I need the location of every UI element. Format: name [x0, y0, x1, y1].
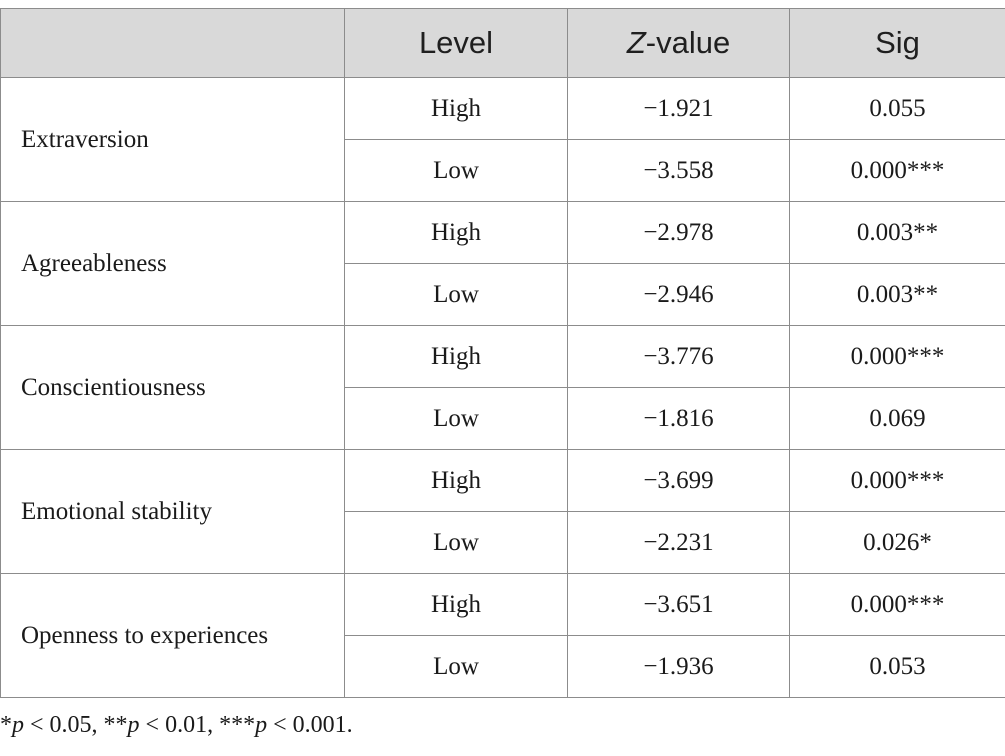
level-cell: Low: [344, 511, 568, 574]
sig-cell: 0.000***: [789, 139, 1005, 202]
sig-cell: 0.000***: [789, 449, 1005, 512]
level-cell: Low: [344, 139, 568, 202]
level-cell: High: [344, 77, 568, 140]
z-value-cell: −2.946: [567, 263, 790, 326]
sig-cell: 0.003**: [789, 201, 1005, 264]
level-cell: High: [344, 449, 568, 512]
header-level: Level: [344, 8, 568, 78]
level-cell: Low: [344, 263, 568, 326]
sig-cell: 0.055: [789, 77, 1005, 140]
trait-cell: Emotional stability: [0, 449, 345, 574]
level-cell: High: [344, 201, 568, 264]
header-trait: [0, 8, 345, 78]
level-cell: High: [344, 573, 568, 636]
sig-cell: 0.053: [789, 635, 1005, 698]
z-value-cell: −1.816: [567, 387, 790, 450]
z-value-cell: −2.978: [567, 201, 790, 264]
table-row: Emotional stability High −3.699 0.000***: [0, 449, 1005, 574]
table-row: Low −1.936 0.053: [1, 635, 1005, 698]
table-row: Extraversion High −1.921 0.055: [0, 77, 1005, 202]
header-sig: Sig: [789, 8, 1005, 78]
z-value-cell: −1.936: [567, 635, 790, 698]
z-value-cell: −1.921: [567, 77, 790, 140]
table-row: Conscientiousness High −3.776 0.000***: [0, 325, 1005, 450]
z-value-cell: −3.651: [567, 573, 790, 636]
table-row: Low −2.231 0.026*: [1, 511, 1005, 574]
z-value-cell: −3.558: [567, 139, 790, 202]
header-row: Level Z-value Sig: [0, 8, 1005, 78]
results-table: Level Z-value Sig Extraversion High −1.9…: [0, 8, 1005, 698]
trait-cell: Extraversion: [0, 77, 345, 202]
table-row: Low −3.558 0.000***: [1, 139, 1005, 202]
sig-cell: 0.069: [789, 387, 1005, 450]
level-cell: High: [344, 325, 568, 388]
trait-cell: Openness to experiences: [0, 573, 345, 698]
z-value-cell: −2.231: [567, 511, 790, 574]
table-row: Agreeableness High −2.978 0.003**: [0, 201, 1005, 326]
sig-cell: 0.003**: [789, 263, 1005, 326]
sig-cell: 0.026*: [789, 511, 1005, 574]
z-value-cell: −3.699: [567, 449, 790, 512]
level-cell: Low: [344, 387, 568, 450]
sig-cell: 0.000***: [789, 573, 1005, 636]
table-footnote: *p < 0.05, **p < 0.01, ***p < 0.001.: [0, 712, 353, 738]
level-cell: Low: [344, 635, 568, 698]
sig-cell: 0.000***: [789, 325, 1005, 388]
table-row: Openness to experiences High −3.651 0.00…: [0, 573, 1005, 698]
trait-cell: Agreeableness: [0, 201, 345, 326]
trait-cell: Conscientiousness: [0, 325, 345, 450]
header-z-value: Z-value: [567, 8, 790, 78]
z-value-cell: −3.776: [567, 325, 790, 388]
